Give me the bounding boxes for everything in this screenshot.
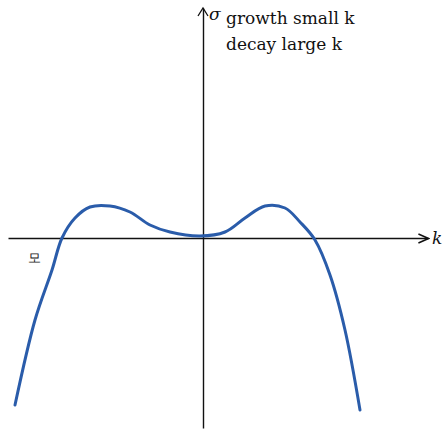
x-axis-title: k <box>432 228 442 248</box>
y-axis <box>203 9 204 429</box>
chart: σ k growth small k decay large k 모 <box>0 0 448 431</box>
y-axis-arrow <box>198 8 208 16</box>
y-axis-title: σ <box>209 4 221 24</box>
annotation: decay large k <box>226 34 343 54</box>
plot-area <box>15 205 360 410</box>
x-axis <box>9 238 429 239</box>
dispersion-curve <box>15 205 360 410</box>
annotation: 모 <box>28 250 41 265</box>
annotation: growth small k <box>226 8 355 28</box>
y-axis-line <box>203 9 204 429</box>
x-axis-line <box>9 238 429 239</box>
